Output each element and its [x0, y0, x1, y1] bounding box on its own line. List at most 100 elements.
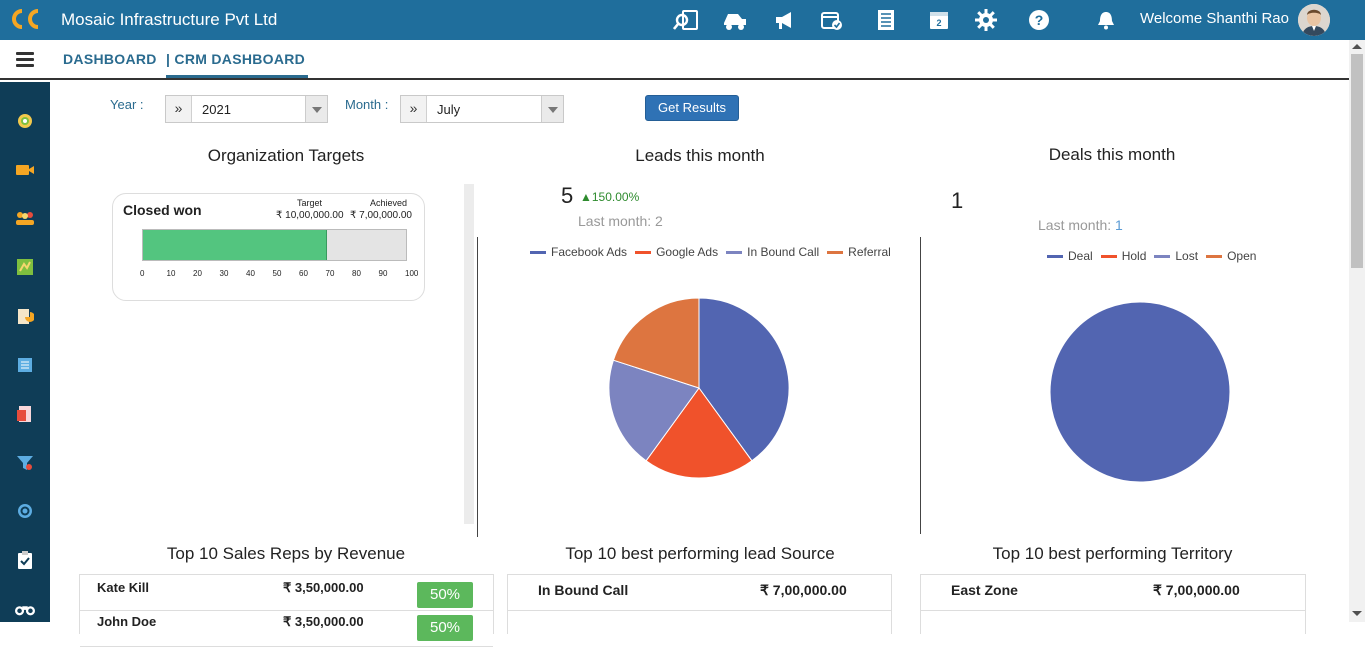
- leads-axis-line: [477, 237, 478, 537]
- legend-swatch: [827, 250, 844, 254]
- target-label: Target: [297, 198, 323, 208]
- lead-sources-title: Top 10 best performing lead Source: [565, 544, 835, 563]
- deals-legend: Deal Hold Lost Open: [1047, 249, 1258, 263]
- legend-label: Facebook Ads: [551, 245, 628, 259]
- rep-amount: ₹ 3,50,000.00: [283, 580, 364, 595]
- help-icon[interactable]: ?: [1026, 8, 1052, 32]
- sidebar-binoculars-icon[interactable]: [15, 599, 35, 619]
- year-select[interactable]: » 2021: [165, 95, 328, 123]
- legend-swatch: [1100, 254, 1117, 258]
- sidebar-reports-icon[interactable]: [15, 404, 35, 424]
- table-row[interactable]: Kate Kill ₹ 3,50,000.00 50%: [80, 575, 493, 611]
- megaphone-icon[interactable]: [772, 8, 798, 32]
- sidebar-target-icon[interactable]: [15, 501, 35, 521]
- gear-icon[interactable]: [973, 8, 999, 32]
- sidebar-clipboard-icon[interactable]: [15, 550, 35, 570]
- progress-tick-label: 10: [166, 269, 176, 278]
- scroll-thumb[interactable]: [1351, 54, 1363, 268]
- pie-slice-referral[interactable]: [612, 298, 700, 389]
- sidebar-video-icon[interactable]: [15, 160, 35, 180]
- month-value: July: [437, 102, 461, 117]
- lead-sources-table: In Bound Call ₹ 7,00,000.00: [507, 574, 892, 634]
- bell-icon[interactable]: [1093, 8, 1119, 32]
- sidebar-leads-icon[interactable]: [15, 257, 35, 277]
- rep-name: Kate Kill: [97, 580, 150, 595]
- progress-tick-label: 20: [193, 269, 202, 278]
- sidebar: [0, 82, 50, 622]
- legend-label: Referral: [848, 245, 891, 259]
- truck-icon[interactable]: [722, 8, 748, 32]
- legend-swatch: [1206, 254, 1223, 258]
- territory-table: East Zone ₹ 7,00,000.00: [920, 574, 1306, 634]
- table-row[interactable]: In Bound Call ₹ 7,00,000.00: [508, 575, 891, 611]
- progress-tick-label: 90: [378, 269, 388, 278]
- company-logo: [8, 6, 44, 32]
- calendar-icon[interactable]: 2: [926, 8, 952, 32]
- deals-title: Deals this month: [1048, 145, 1176, 164]
- deals-pie-chart: [1050, 302, 1231, 483]
- page-scrollbar[interactable]: [1349, 40, 1365, 622]
- calendar-check-icon[interactable]: [818, 8, 844, 32]
- sidebar-documents-icon[interactable]: [15, 307, 35, 327]
- search-document-icon[interactable]: [673, 8, 699, 32]
- chevron-down-icon[interactable]: [305, 96, 327, 122]
- panel-divider: [464, 184, 474, 524]
- legend-label: In Bound Call: [747, 245, 820, 259]
- legend-item[interactable]: Lost: [1154, 249, 1198, 263]
- sidebar-contacts-icon[interactable]: [15, 208, 35, 228]
- legend-swatch: [635, 250, 652, 254]
- legend-label: Hold: [1121, 249, 1147, 263]
- deals-last-month: Last month: 1: [1038, 217, 1123, 233]
- progress-tick-label: 60: [299, 269, 308, 278]
- table-row[interactable]: East Zone ₹ 7,00,000.00: [921, 575, 1305, 611]
- list-icon[interactable]: [873, 8, 899, 32]
- target-value: ₹ 10,00,000.00: [276, 210, 344, 221]
- tab-crm-dashboard[interactable]: | CRM DASHBOARD: [166, 51, 306, 67]
- get-results-button[interactable]: Get Results: [645, 95, 739, 121]
- legend-item[interactable]: Google Ads: [635, 245, 718, 259]
- legend-item[interactable]: Referral: [827, 245, 891, 259]
- progress-tick-label: 40: [246, 269, 255, 278]
- menu-icon[interactable]: [16, 52, 34, 68]
- year-value: 2021: [202, 102, 231, 117]
- main-content: Year : » 2021 Month : » July Get Results…: [50, 82, 1349, 647]
- pie-slice-google-ads[interactable]: [645, 387, 753, 479]
- progress-tick-label: 70: [325, 269, 335, 278]
- user-avatar[interactable]: [1298, 4, 1330, 36]
- year-label: Year :: [110, 97, 144, 112]
- pie-slice-facebook-ads[interactable]: [698, 298, 790, 462]
- leads-count: 5: [561, 183, 574, 208]
- deals-last-month-value: 1: [1115, 217, 1123, 233]
- month-select[interactable]: » July: [400, 95, 564, 123]
- progress-tick-label: 30: [219, 269, 229, 278]
- legend-item[interactable]: Deal: [1047, 249, 1093, 263]
- legend-label: Open: [1227, 249, 1257, 263]
- scroll-up-icon[interactable]: [1352, 44, 1362, 49]
- sub-navigation: DASHBOARD | CRM DASHBOARD: [0, 40, 1349, 80]
- deals-last-month-label: Last month:: [1038, 217, 1112, 233]
- legend-item[interactable]: In Bound Call: [726, 245, 819, 259]
- progress-tick-label: 50: [272, 269, 282, 278]
- company-name: Mosaic Infrastructure Pvt Ltd: [61, 10, 278, 29]
- deals-axis-line: [920, 237, 921, 534]
- territory-name: East Zone: [951, 582, 1018, 598]
- sidebar-notes-icon[interactable]: [15, 355, 35, 375]
- sales-reps-title: Top 10 Sales Reps by Revenue: [166, 544, 406, 563]
- legend-item[interactable]: Facebook Ads: [530, 245, 627, 259]
- scroll-down-icon[interactable]: [1352, 611, 1362, 616]
- sidebar-filter-icon[interactable]: [15, 453, 35, 473]
- legend-item[interactable]: Open: [1206, 249, 1256, 263]
- chevron-down-icon[interactable]: [541, 96, 563, 122]
- legend-swatch: [1047, 254, 1063, 258]
- tab-dashboard[interactable]: DASHBOARD: [63, 51, 157, 67]
- sidebar-dashboard-icon[interactable]: [15, 111, 35, 131]
- leads-legend: Facebook Ads Google Ads In Bound Call Refer…: [530, 245, 893, 259]
- pie-slice-in-bound-call[interactable]: [609, 359, 700, 462]
- legend-item[interactable]: Hold: [1100, 249, 1147, 263]
- pie-slice-deal[interactable]: [1050, 302, 1231, 483]
- closed-won-card: Closed won Target Achieved ₹ 10,00,000.0…: [112, 193, 425, 301]
- svg-text:2: 2: [936, 18, 941, 28]
- sales-reps-table: Kate Kill ₹ 3,50,000.00 50% John Doe ₹ 3…: [79, 574, 494, 647]
- month-label: Month :: [345, 97, 389, 112]
- table-row[interactable]: John Doe ₹ 3,50,000.00 50%: [80, 611, 493, 647]
